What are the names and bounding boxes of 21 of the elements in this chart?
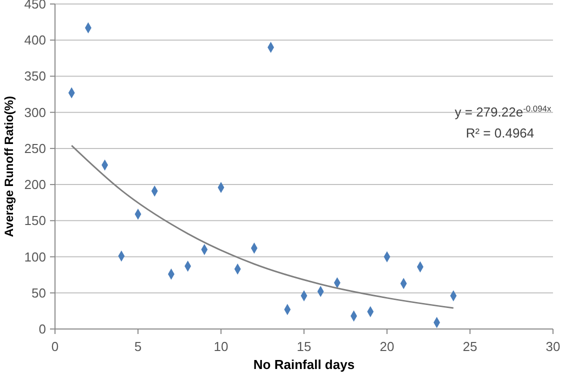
y-axis-title: Average Runoff Ratio(%): [2, 96, 16, 237]
x-tick-label: 20: [380, 339, 394, 354]
annotation: R² = 0.4964: [466, 125, 534, 140]
y-tick-label: 350: [24, 68, 46, 84]
y-tick-label: 0: [38, 322, 46, 336]
x-tick-label: 30: [546, 339, 560, 354]
y-tick-label: 100: [24, 249, 46, 264]
x-tick-label: 10: [214, 339, 228, 354]
y-tick-label: 400: [24, 32, 46, 48]
annotation: y = 279.22e$^{-0.094x}$: [454, 103, 552, 120]
x-tick-label: 0: [51, 339, 59, 354]
y-tick-label: 250: [24, 140, 46, 156]
x-tick-label: 15: [296, 339, 312, 354]
y-tick-label: 200: [24, 177, 46, 192]
x-tick-label: 5: [134, 339, 142, 354]
y-tick-label: 50: [32, 285, 46, 300]
x-axis-title: No Rainfall days: [253, 357, 355, 372]
y-tick-label: 300: [24, 104, 46, 120]
line-series: [70, 144, 454, 309]
y-tick-label: 150: [24, 213, 46, 228]
x-tick-label: 25: [462, 339, 478, 354]
